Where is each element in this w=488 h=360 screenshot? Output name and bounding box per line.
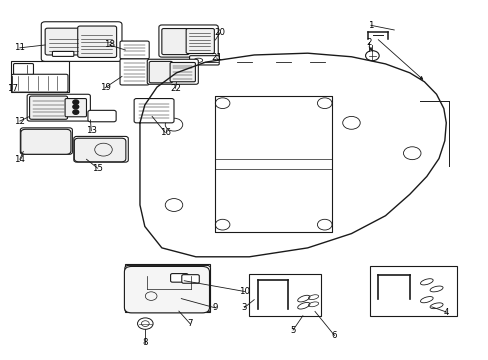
Text: 13: 13	[86, 126, 97, 135]
FancyBboxPatch shape	[30, 96, 67, 119]
Text: 21: 21	[211, 53, 222, 62]
FancyBboxPatch shape	[149, 62, 172, 83]
Text: 1: 1	[367, 21, 373, 30]
Text: 18: 18	[103, 40, 115, 49]
FancyBboxPatch shape	[74, 138, 125, 162]
FancyBboxPatch shape	[65, 99, 86, 117]
Text: 10: 10	[239, 287, 249, 296]
Text: 17: 17	[6, 84, 18, 93]
Text: 11: 11	[14, 43, 25, 52]
FancyBboxPatch shape	[120, 59, 149, 85]
FancyBboxPatch shape	[12, 74, 68, 92]
Text: 5: 5	[290, 325, 295, 334]
FancyBboxPatch shape	[41, 22, 122, 62]
Bar	[11, 61, 69, 93]
FancyBboxPatch shape	[52, 51, 74, 57]
FancyBboxPatch shape	[21, 129, 71, 154]
Text: 20: 20	[214, 28, 225, 37]
Bar	[369, 266, 457, 316]
Circle shape	[73, 105, 79, 109]
FancyBboxPatch shape	[162, 28, 189, 55]
Bar	[249, 274, 321, 316]
FancyBboxPatch shape	[159, 25, 218, 57]
Text: 6: 6	[331, 331, 337, 340]
FancyBboxPatch shape	[74, 136, 128, 162]
FancyBboxPatch shape	[14, 64, 33, 75]
Text: 7: 7	[187, 319, 192, 328]
Bar	[125, 264, 210, 312]
Text: 14: 14	[14, 155, 25, 164]
FancyBboxPatch shape	[182, 275, 199, 283]
Text: 15: 15	[92, 164, 103, 173]
FancyBboxPatch shape	[78, 26, 116, 58]
Text: 12: 12	[14, 117, 25, 126]
Circle shape	[73, 110, 79, 114]
FancyBboxPatch shape	[27, 94, 90, 121]
FancyBboxPatch shape	[186, 28, 214, 54]
FancyBboxPatch shape	[189, 56, 219, 65]
FancyBboxPatch shape	[134, 99, 174, 123]
FancyBboxPatch shape	[147, 59, 198, 84]
FancyBboxPatch shape	[120, 41, 149, 59]
FancyBboxPatch shape	[170, 274, 188, 282]
FancyBboxPatch shape	[170, 63, 195, 82]
Text: 4: 4	[443, 308, 448, 317]
Circle shape	[73, 100, 79, 104]
FancyBboxPatch shape	[124, 265, 210, 312]
FancyBboxPatch shape	[88, 111, 116, 122]
Text: 8: 8	[142, 338, 148, 347]
Text: 19: 19	[100, 83, 110, 92]
Text: 16: 16	[160, 128, 170, 137]
Text: 22: 22	[170, 84, 181, 93]
Text: 3: 3	[241, 303, 247, 312]
Text: 9: 9	[212, 303, 218, 312]
Text: 2: 2	[366, 37, 371, 46]
FancyBboxPatch shape	[20, 128, 72, 154]
FancyBboxPatch shape	[45, 28, 81, 55]
FancyBboxPatch shape	[124, 266, 209, 313]
